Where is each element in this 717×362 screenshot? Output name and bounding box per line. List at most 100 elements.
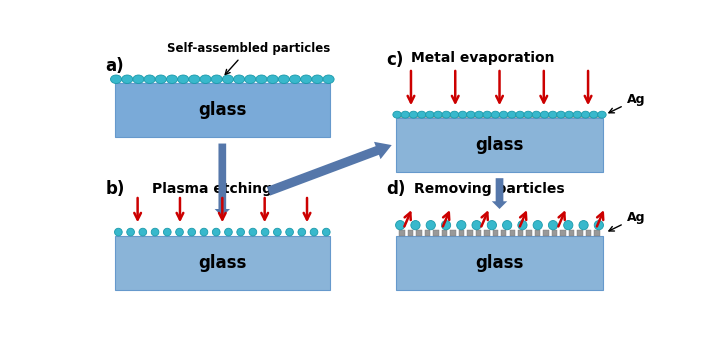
Circle shape [261, 228, 269, 236]
Bar [475, 230, 481, 236]
Text: glass: glass [198, 254, 247, 272]
Bar [535, 230, 541, 236]
Ellipse shape [178, 75, 189, 84]
Circle shape [139, 228, 147, 236]
Circle shape [457, 220, 466, 230]
Ellipse shape [234, 75, 244, 84]
Bar [408, 230, 413, 236]
Bar [543, 230, 549, 236]
Circle shape [488, 220, 496, 230]
Bar [115, 236, 330, 290]
Ellipse shape [467, 111, 475, 118]
Bar [433, 230, 439, 236]
Bar [552, 230, 557, 236]
FancyArrow shape [267, 142, 391, 195]
Circle shape [273, 228, 281, 236]
Circle shape [442, 220, 451, 230]
Bar [561, 230, 566, 236]
Bar [396, 116, 604, 118]
Ellipse shape [491, 111, 500, 118]
Circle shape [188, 228, 196, 236]
Circle shape [237, 228, 244, 236]
Text: Self-assembled particles: Self-assembled particles [166, 42, 330, 75]
Text: a): a) [105, 56, 124, 75]
Ellipse shape [417, 111, 426, 118]
Bar [417, 230, 422, 236]
Text: glass: glass [475, 136, 523, 154]
Circle shape [176, 228, 184, 236]
Circle shape [323, 228, 330, 236]
Ellipse shape [290, 75, 300, 84]
Text: Ag: Ag [609, 93, 645, 113]
Ellipse shape [450, 111, 459, 118]
Ellipse shape [458, 111, 467, 118]
Circle shape [298, 228, 305, 236]
Bar [594, 230, 599, 236]
Ellipse shape [565, 111, 574, 118]
Ellipse shape [573, 111, 581, 118]
Circle shape [115, 228, 122, 236]
Ellipse shape [244, 75, 256, 84]
Ellipse shape [475, 111, 483, 118]
Ellipse shape [409, 111, 418, 118]
Bar [518, 230, 523, 236]
Ellipse shape [278, 75, 290, 84]
Ellipse shape [189, 75, 200, 84]
Ellipse shape [549, 111, 557, 118]
Circle shape [200, 228, 208, 236]
Circle shape [426, 220, 435, 230]
Ellipse shape [312, 75, 323, 84]
Ellipse shape [166, 75, 178, 84]
Bar [425, 230, 430, 236]
Text: Removing particles: Removing particles [414, 182, 564, 196]
Ellipse shape [532, 111, 541, 118]
Circle shape [286, 228, 293, 236]
Ellipse shape [524, 111, 533, 118]
Text: d): d) [386, 180, 406, 198]
Bar [510, 230, 515, 236]
Ellipse shape [393, 111, 402, 118]
Circle shape [549, 220, 558, 230]
Ellipse shape [516, 111, 524, 118]
Bar [501, 230, 506, 236]
Circle shape [564, 220, 573, 230]
Ellipse shape [212, 75, 222, 84]
Text: c): c) [386, 51, 404, 69]
FancyArrow shape [492, 178, 507, 209]
Ellipse shape [541, 111, 549, 118]
Circle shape [151, 228, 159, 236]
Bar [569, 230, 574, 236]
Bar [442, 230, 447, 236]
Bar [577, 230, 583, 236]
Ellipse shape [300, 75, 312, 84]
Text: b): b) [105, 180, 125, 198]
Circle shape [249, 228, 257, 236]
Text: glass: glass [198, 101, 247, 119]
Ellipse shape [589, 111, 598, 118]
Bar [467, 230, 473, 236]
Ellipse shape [267, 75, 278, 84]
Ellipse shape [200, 75, 211, 84]
Ellipse shape [144, 75, 155, 84]
Circle shape [127, 228, 135, 236]
FancyArrow shape [214, 144, 230, 217]
Ellipse shape [401, 111, 409, 118]
Ellipse shape [483, 111, 491, 118]
Ellipse shape [156, 75, 166, 84]
Ellipse shape [499, 111, 508, 118]
Circle shape [503, 220, 512, 230]
Circle shape [396, 220, 405, 230]
Circle shape [472, 220, 481, 230]
Bar [586, 230, 591, 236]
Bar [459, 230, 464, 236]
Text: Ag: Ag [609, 211, 645, 231]
Ellipse shape [222, 75, 234, 84]
Ellipse shape [122, 75, 133, 84]
Circle shape [212, 228, 220, 236]
Bar [115, 84, 330, 138]
Ellipse shape [508, 111, 516, 118]
Circle shape [411, 220, 420, 230]
Ellipse shape [110, 75, 122, 84]
Text: glass: glass [475, 254, 523, 272]
Circle shape [518, 220, 527, 230]
